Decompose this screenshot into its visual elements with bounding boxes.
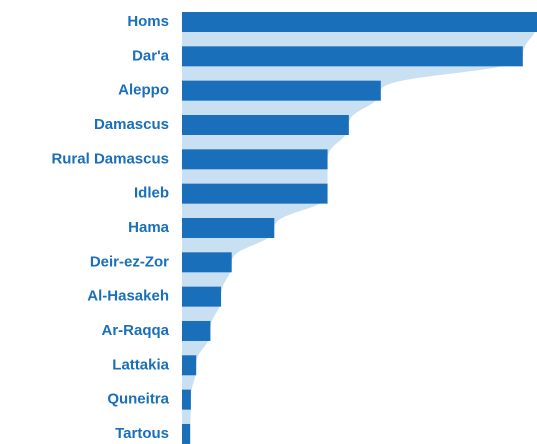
category-label: Tartous xyxy=(115,425,169,442)
category-label: Ar-Raqqa xyxy=(101,322,169,339)
category-label: Dar'a xyxy=(132,47,170,64)
category-label: Homs xyxy=(127,13,169,30)
category-label: Rural Damascus xyxy=(51,150,169,167)
bar xyxy=(182,355,197,376)
category-label: Idleb xyxy=(134,185,169,202)
bar xyxy=(182,46,523,67)
category-label: Aleppo xyxy=(118,82,169,99)
bar xyxy=(182,286,222,307)
bar xyxy=(182,12,537,32)
bar xyxy=(182,252,232,273)
category-label: Damascus xyxy=(94,116,169,133)
bar xyxy=(182,320,211,341)
bar xyxy=(182,149,328,170)
bar xyxy=(182,80,381,101)
category-label: Deir-ez-Zor xyxy=(90,253,169,270)
category-label: Quneitra xyxy=(107,391,169,408)
category-label: Hama xyxy=(128,219,170,236)
bar xyxy=(182,217,275,238)
category-label: Al-Hasakeh xyxy=(87,288,169,305)
bar xyxy=(182,183,328,204)
bar xyxy=(182,423,191,444)
bar xyxy=(182,114,349,135)
bar xyxy=(182,389,191,410)
category-label: Lattakia xyxy=(112,356,169,373)
